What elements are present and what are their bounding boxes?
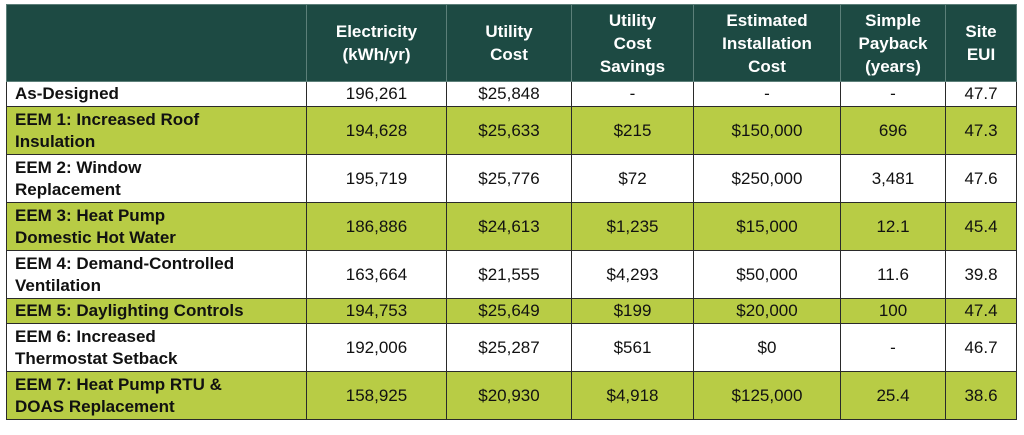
cell-savings: $72 [571, 154, 694, 203]
cell-eui: 47.6 [945, 154, 1017, 203]
table-row-eem-3: EEM 3: Heat Pump Domestic Hot Water 186,8… [6, 202, 1017, 251]
cell-utility-cost: $25,633 [446, 106, 572, 155]
cell-utility-cost: $25,848 [446, 81, 572, 107]
cell-savings: $4,918 [571, 371, 694, 420]
cell-savings: $4,293 [571, 250, 694, 299]
table-header-row: Electricity (kWh/yr) Utility Cost Utility C… [6, 4, 1017, 82]
table-row-eem-1: EEM 1: Increased Roof Insulation 194,628 … [6, 106, 1017, 155]
cell-install-cost: $20,000 [693, 298, 841, 324]
cell-utility-cost: $20,930 [446, 371, 572, 420]
cell-electricity: 192,006 [306, 323, 447, 372]
table-row-eem-6: EEM 6: Increased Thermostat Setback 192,0… [6, 323, 1017, 372]
header-blank [6, 4, 307, 82]
cell-payback: 25.4 [840, 371, 946, 420]
cell-utility-cost: $25,776 [446, 154, 572, 203]
cell-payback: 11.6 [840, 250, 946, 299]
cell-eui: 47.4 [945, 298, 1017, 324]
row-label: EEM 6: Increased Thermostat Setback [6, 323, 307, 372]
eem-comparison-table-wrapper: Electricity (kWh/yr) Utility Cost Utility C… [6, 4, 1017, 430]
table-row-eem-2: EEM 2: Window Replacement 195,719 $25,776… [6, 154, 1017, 203]
cell-payback: 12.1 [840, 202, 946, 251]
cell-install-cost: $125,000 [693, 371, 841, 420]
row-label: As-Designed [6, 81, 307, 107]
cell-savings: $1,235 [571, 202, 694, 251]
eem-comparison-table: Electricity (kWh/yr) Utility Cost Utility C… [6, 4, 1017, 420]
cell-utility-cost: $21,555 [446, 250, 572, 299]
cell-electricity: 195,719 [306, 154, 447, 203]
table-row-as-designed: As-Designed 196,261 $25,848 - - - 47.7 [6, 81, 1017, 107]
header-site-eui: Site EUI [945, 4, 1017, 82]
cell-utility-cost: $25,649 [446, 298, 572, 324]
cell-payback: 3,481 [840, 154, 946, 203]
cell-eui: 38.6 [945, 371, 1017, 420]
cell-install-cost: - [693, 81, 841, 107]
table-row-eem-5: EEM 5: Daylighting Controls 194,753 $25,… [6, 298, 1017, 324]
cell-electricity: 158,925 [306, 371, 447, 420]
header-utility-cost: Utility Cost [446, 4, 572, 82]
table-row-eem-7: EEM 7: Heat Pump RTU & DOAS Replacement 1… [6, 371, 1017, 420]
cell-utility-cost: $24,613 [446, 202, 572, 251]
cell-payback: - [840, 81, 946, 107]
cell-electricity: 194,628 [306, 106, 447, 155]
cell-savings: $199 [571, 298, 694, 324]
cell-eui: 45.4 [945, 202, 1017, 251]
header-simple-payback: Simple Payback (years) [840, 4, 946, 82]
row-label: EEM 4: Demand-Controlled Ventilation [6, 250, 307, 299]
row-label: EEM 7: Heat Pump RTU & DOAS Replacement [6, 371, 307, 420]
cell-install-cost: $15,000 [693, 202, 841, 251]
cell-payback: 100 [840, 298, 946, 324]
cell-electricity: 186,886 [306, 202, 447, 251]
cell-utility-cost: $25,287 [446, 323, 572, 372]
row-label: EEM 5: Daylighting Controls [6, 298, 307, 324]
cell-eui: 46.7 [945, 323, 1017, 372]
cell-savings: $215 [571, 106, 694, 155]
cell-eui: 47.7 [945, 81, 1017, 107]
cell-savings: - [571, 81, 694, 107]
header-utility-cost-savings: Utility Cost Savings [571, 4, 694, 82]
cell-eui: 39.8 [945, 250, 1017, 299]
header-electricity: Electricity (kWh/yr) [306, 4, 447, 82]
header-installation-cost: Estimated Installation Cost [693, 4, 841, 82]
cell-install-cost: $250,000 [693, 154, 841, 203]
cell-savings: $561 [571, 323, 694, 372]
cell-electricity: 163,664 [306, 250, 447, 299]
cell-install-cost: $0 [693, 323, 841, 372]
cell-install-cost: $150,000 [693, 106, 841, 155]
cell-install-cost: $50,000 [693, 250, 841, 299]
table-row-eem-4: EEM 4: Demand-Controlled Ventilation 163,… [6, 250, 1017, 299]
cell-electricity: 196,261 [306, 81, 447, 107]
cell-electricity: 194,753 [306, 298, 447, 324]
cell-payback: 696 [840, 106, 946, 155]
cell-eui: 47.3 [945, 106, 1017, 155]
row-label: EEM 1: Increased Roof Insulation [6, 106, 307, 155]
row-label: EEM 2: Window Replacement [6, 154, 307, 203]
row-label: EEM 3: Heat Pump Domestic Hot Water [6, 202, 307, 251]
cell-payback: - [840, 323, 946, 372]
